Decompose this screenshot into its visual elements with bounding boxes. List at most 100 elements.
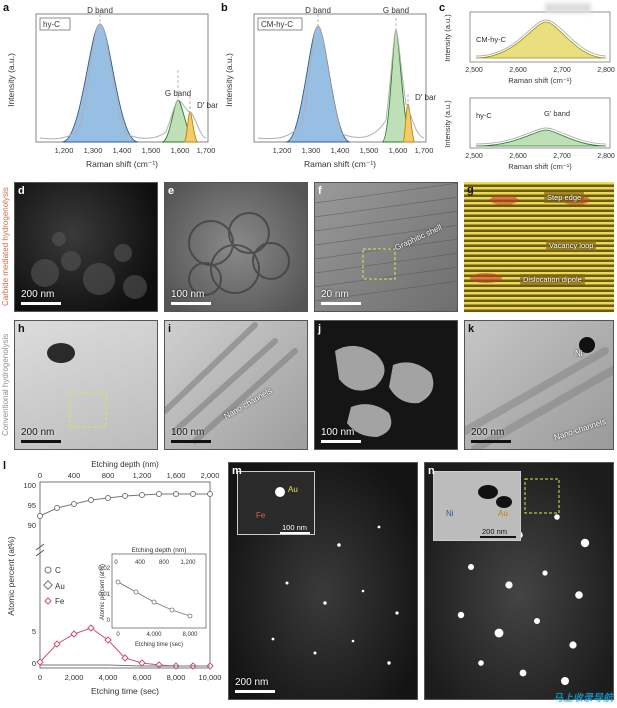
svg-text:6,000: 6,000 — [133, 673, 152, 682]
panel-b-d-label: D band — [305, 6, 331, 15]
svg-text:Au: Au — [55, 582, 65, 591]
svg-text:100 nm: 100 nm — [282, 523, 307, 532]
svg-text:4,000: 4,000 — [146, 632, 162, 638]
svg-text:2,500: 2,500 — [465, 153, 483, 160]
panel-k: k Ni Nano-channels 200 nm — [464, 320, 614, 450]
panel-m-letter: m — [232, 465, 242, 477]
panel-a-xlabel: Raman shift (cm⁻¹) — [86, 159, 158, 169]
svg-text:10,000: 10,000 — [199, 673, 222, 682]
panel-b-xlabel: Raman shift (cm⁻¹) — [304, 159, 376, 169]
figure-root: a hy-C D band G band D' band 1,2001,3001… — [0, 0, 617, 708]
svg-text:1,600: 1,600 — [167, 471, 186, 480]
panel-a-g-label: G band — [165, 89, 191, 98]
svg-text:2,800: 2,800 — [597, 67, 615, 74]
svg-text:Au: Au — [498, 509, 508, 518]
svg-text:90: 90 — [28, 521, 36, 530]
panel-g: g Step edge Vacancy loop Dislocation dip… — [464, 182, 614, 312]
panel-l: l 0400800 1,2001,6002,000 Etching depth … — [0, 458, 222, 704]
svg-text:1,200: 1,200 — [55, 146, 74, 155]
svg-text:800: 800 — [159, 560, 170, 566]
panel-j-letter: j — [318, 323, 321, 335]
panel-c-top: CM-hy-C 2,5002,6002,7002,800 Raman shift… — [436, 6, 617, 86]
panel-f: f Graphitic shell 20 nm — [314, 182, 458, 312]
svg-text:1,300: 1,300 — [84, 146, 103, 155]
panel-c-bottom: hy-C G' band 2,500 2,600 2,700 2,800 Raman … — [436, 92, 617, 172]
panel-m: m Au Fe 100 nm 200 nm — [228, 462, 418, 700]
svg-text:100: 100 — [23, 481, 36, 490]
svg-text:8,000: 8,000 — [182, 632, 198, 638]
panel-e-letter: e — [168, 185, 174, 197]
svg-text:2,600: 2,600 — [509, 67, 527, 74]
svg-text:0: 0 — [32, 659, 36, 668]
panel-k-ni: Ni — [575, 349, 583, 358]
panel-l-xlabel: Etching time (sec) — [91, 686, 159, 696]
svg-text:0: 0 — [38, 673, 42, 682]
panel-l-letter: l — [3, 460, 6, 472]
panel-h: h 200 nm — [14, 320, 158, 450]
watermark: 马上收录导航 — [553, 689, 613, 704]
svg-text:C: C — [55, 566, 61, 575]
svg-text:2,600: 2,600 — [509, 153, 527, 160]
panel-a: a hy-C D band G band D' band 1,2001,3001… — [0, 0, 218, 175]
svg-text:200 nm: 200 nm — [482, 527, 507, 536]
svg-text:Atomic percent (at%): Atomic percent (at%) — [100, 564, 106, 620]
svg-text:2,800: 2,800 — [597, 153, 615, 160]
panel-b-ylabel: Intensity (a.u.) — [224, 53, 234, 107]
panel-l-chart: 0400800 1,2001,6002,000 Etching depth (n… — [0, 458, 222, 704]
panel-c-bot-ylabel: Intensity (a.u.) — [443, 100, 452, 148]
svg-text:2,700: 2,700 — [553, 67, 571, 74]
svg-text:2,000: 2,000 — [201, 471, 220, 480]
panel-n-inset: Ni Au 200 nm — [433, 471, 521, 541]
panel-n: n Ni Au 200 nm — [424, 462, 614, 700]
panel-d-scalebar: 200 nm — [21, 289, 61, 305]
panel-m-inset-svg: Au Fe 100 nm — [238, 472, 314, 534]
panel-c-bot-xlabel: Raman shift (cm⁻¹) — [508, 162, 572, 171]
panel-g-disloc: Dislocation dipole — [520, 274, 585, 285]
panel-c-top-xlabel: Raman shift (cm⁻¹) — [508, 76, 572, 85]
panel-b-chart: CM-hy-C D band G band D' band 1,2001,300… — [218, 0, 436, 175]
svg-text:Fe: Fe — [55, 597, 65, 606]
panel-b-letter: b — [221, 2, 228, 14]
panel-n-letter: n — [428, 465, 435, 477]
svg-text:4,000: 4,000 — [99, 673, 118, 682]
svg-text:1,400: 1,400 — [331, 146, 350, 155]
svg-text:1,400: 1,400 — [113, 146, 132, 155]
panel-a-sample: hy-C — [43, 20, 60, 29]
panel-b: b CM-hy-C D band G band D' band 1,2001,3… — [218, 0, 436, 175]
svg-text:Etching depth (nm): Etching depth (nm) — [132, 547, 187, 554]
panel-g-step: Step edge — [544, 192, 584, 203]
svg-text:2,500: 2,500 — [465, 67, 483, 74]
svg-text:95: 95 — [28, 501, 36, 510]
svg-text:1,700: 1,700 — [197, 146, 216, 155]
panel-f-letter: f — [318, 185, 322, 197]
svg-text:8,000: 8,000 — [167, 673, 186, 682]
panel-n-inset-svg: Ni Au 200 nm — [434, 472, 520, 540]
panel-d-letter: d — [18, 185, 25, 197]
panel-c-bot-band: G' band — [544, 109, 570, 118]
svg-text:400: 400 — [135, 560, 146, 566]
panel-e: e 100 nm — [164, 182, 308, 312]
svg-text:1,700: 1,700 — [415, 146, 434, 155]
panel-g-vacancy: Vacancy loop — [546, 240, 596, 251]
svg-text:5: 5 — [32, 627, 36, 636]
panel-b-g-label: G band — [383, 6, 409, 15]
panel-l-ylabel: Atomic percent (at%) — [6, 536, 16, 616]
panel-i: i Nano-channels 100 nm — [164, 320, 308, 450]
svg-text:2,700: 2,700 — [553, 153, 571, 160]
svg-text:1,600: 1,600 — [389, 146, 408, 155]
svg-text:1,200: 1,200 — [273, 146, 292, 155]
panel-j: j 100 nm — [314, 320, 458, 450]
svg-text:Au: Au — [288, 485, 298, 494]
panel-k-letter: k — [468, 323, 474, 335]
svg-text:800: 800 — [102, 471, 115, 480]
svg-text:1,500: 1,500 — [142, 146, 161, 155]
panel-k-scalebar: 200 nm — [471, 427, 511, 443]
panel-h-letter: h — [18, 323, 25, 335]
svg-text:Fe: Fe — [256, 511, 266, 520]
panel-a-chart: hy-C D band G band D' band 1,2001,3001,4… — [0, 0, 218, 175]
panel-g-letter: g — [467, 184, 474, 196]
panel-c-bot-sample: hy-C — [476, 111, 492, 120]
panel-c-top-ylabel: Intensity (a.u.) — [443, 14, 452, 62]
top-blur — [545, 3, 591, 13]
panel-a-d-label: D band — [87, 6, 113, 15]
